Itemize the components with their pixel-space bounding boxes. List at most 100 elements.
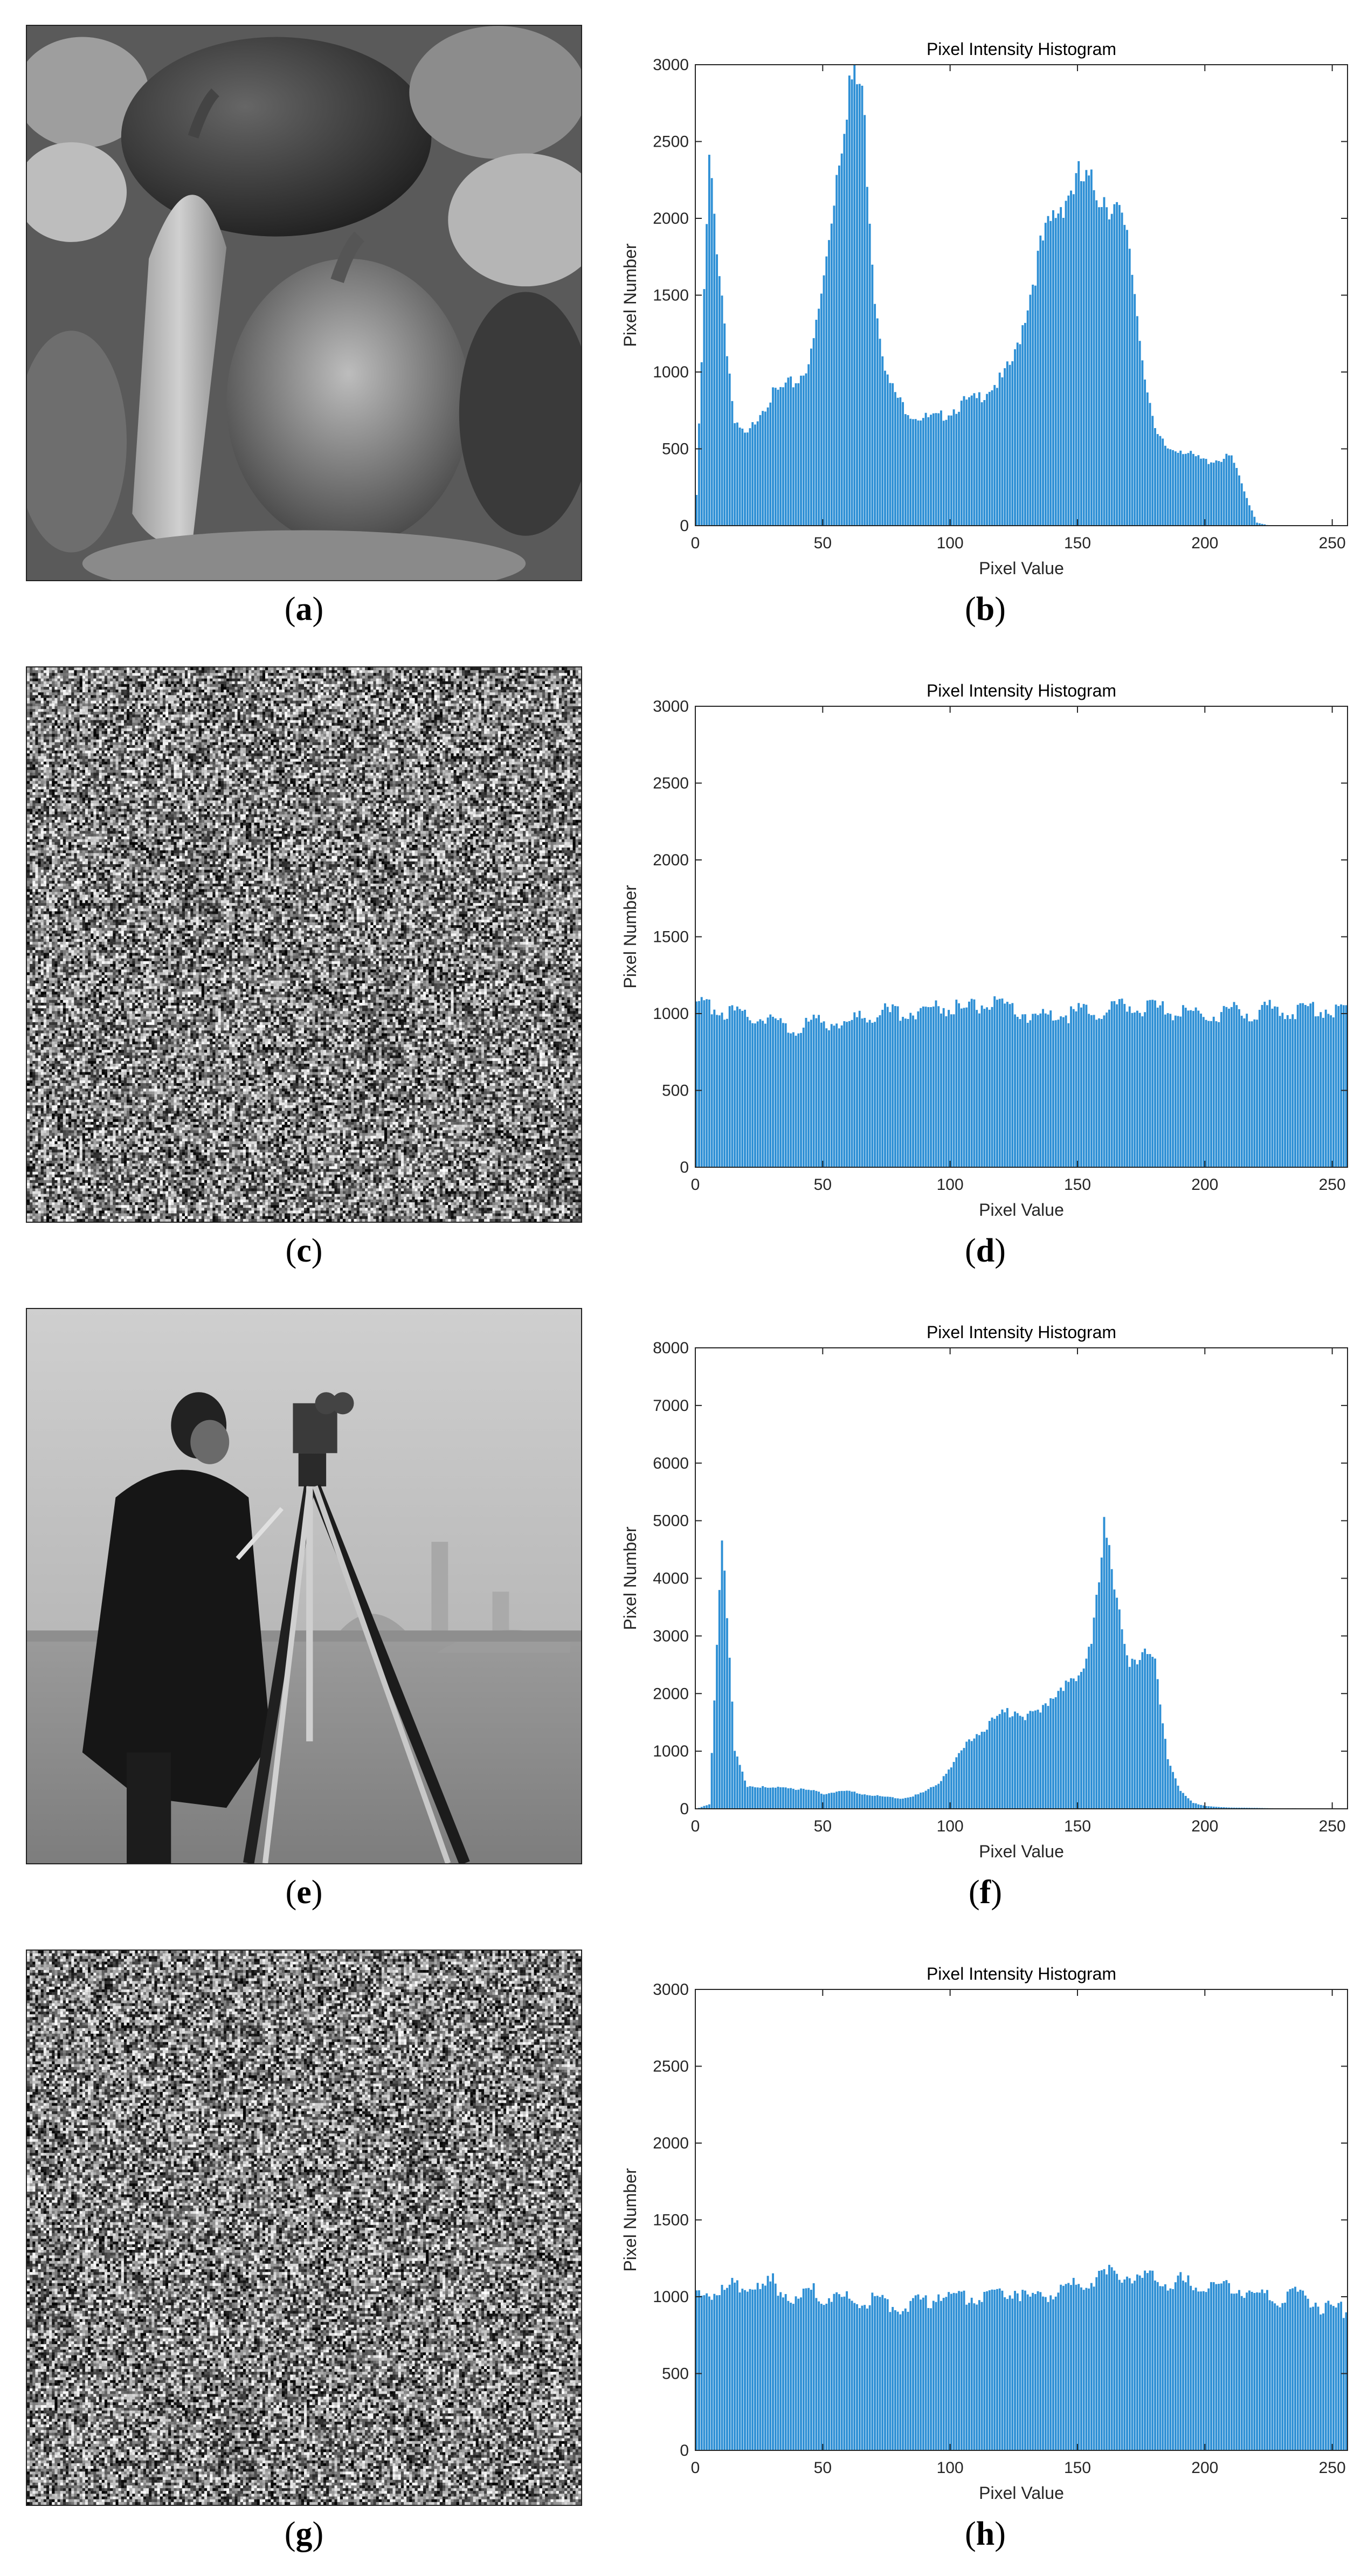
bar [777,1020,779,1167]
bar [698,1001,700,1167]
bar [762,411,764,526]
bar [1187,1798,1190,1809]
bar [1009,1717,1011,1809]
bar [1121,1629,1123,1809]
bar [1141,1016,1143,1167]
bar [734,423,736,526]
bar [1325,2303,1327,2450]
bar [1218,2284,1220,2450]
bar [726,1019,728,1167]
bar [851,1020,853,1167]
bar [897,398,899,526]
bar [1060,1016,1062,1167]
bar [1307,1006,1309,1167]
bar [1218,461,1220,526]
bar [1019,1716,1021,1809]
bar [1340,2302,1342,2450]
bar [1307,2299,1309,2450]
bar [1134,1659,1136,1809]
bar [764,1787,766,1809]
bar [841,1025,843,1167]
bar [876,319,879,526]
bar [932,1787,935,1809]
bar [1126,2277,1128,2450]
bar [1164,446,1166,526]
bar [1337,2303,1339,2450]
panel-label-b: (b) [931,590,1039,629]
bar [917,1011,920,1167]
bar [1256,1020,1258,1167]
bar [1131,275,1134,526]
bar [762,1021,764,1167]
bar [978,392,980,526]
bar [805,1018,807,1167]
bar [856,1793,858,1809]
bar [937,1006,939,1167]
bar [1106,2275,1108,2450]
bar [983,400,985,526]
bar [831,224,833,526]
bar [818,1792,820,1809]
bar [915,419,917,526]
bar [1126,1655,1128,1809]
bar [1192,1011,1194,1167]
bar [963,2291,965,2450]
y-tick-label: 8000 [653,1339,689,1357]
bar [719,276,721,526]
bar [1238,2290,1240,2450]
bar [1118,2280,1121,2450]
bar [1014,349,1016,526]
bar [899,397,901,526]
bar [1037,1015,1039,1167]
bar [769,2282,771,2450]
bar [754,424,756,526]
bar [823,2305,825,2450]
bar [1215,2284,1218,2450]
bar [1106,1013,1108,1167]
bar [1116,1597,1118,1809]
bar [1297,2292,1299,2450]
bar [1024,2291,1026,2450]
y-tick-label: 0 [680,1159,689,1176]
bar [879,1015,881,1167]
bar [1263,2293,1266,2450]
bar [1034,286,1037,526]
bar [716,254,718,526]
bar [1195,2288,1197,2450]
bar [920,1793,922,1809]
bar [1231,1007,1233,1167]
bar [965,1008,968,1167]
bar [777,390,779,526]
bar [1251,511,1253,526]
bar [708,155,710,526]
bar [1207,2289,1210,2450]
bar [1057,213,1059,526]
bar [1207,1021,1210,1167]
bar [881,1010,883,1167]
bar [1004,1003,1006,1167]
bar [1317,1016,1319,1167]
bar [869,2305,871,2450]
bar [1238,1009,1240,1167]
bar [1116,2274,1118,2450]
bar [805,1790,807,1809]
bar [1083,1669,1085,1809]
bar [831,1024,833,1167]
bar [833,1025,835,1167]
bar [813,338,815,526]
bar [734,1010,736,1167]
bar [764,1024,766,1167]
bar [828,1030,830,1167]
bar [930,1787,932,1809]
bar [1045,223,1047,526]
bar [1009,2296,1011,2450]
bar [739,1765,741,1809]
bar [713,1700,715,1809]
bar [1108,1545,1110,1809]
bar [792,1789,795,1809]
bar [1101,1019,1103,1167]
bar [1312,2307,1314,2450]
bar [1080,2288,1082,2450]
bar [1009,1004,1011,1167]
bar [1164,1015,1166,1167]
